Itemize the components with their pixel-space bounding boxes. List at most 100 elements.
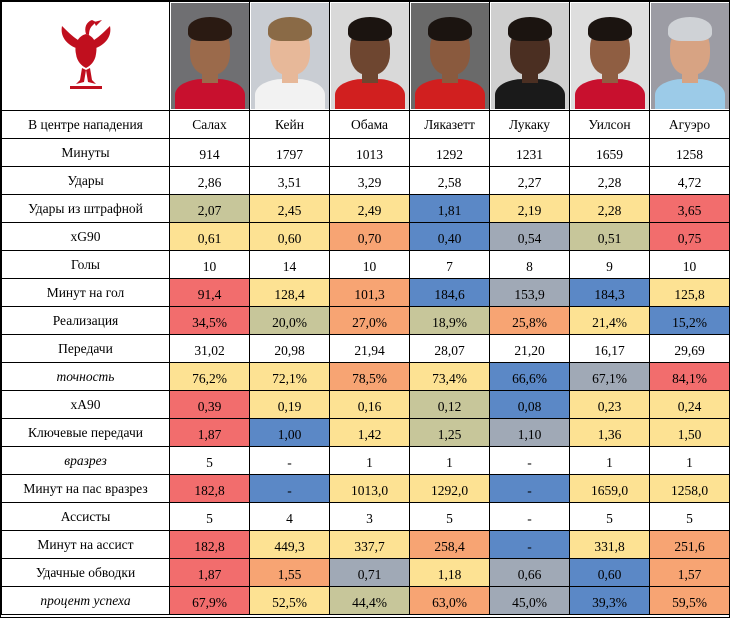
value-cell: 914	[169, 138, 250, 167]
value-cell: 1,55	[249, 558, 330, 587]
value-cell: 0,16	[329, 390, 410, 419]
cell-value: 4,72	[677, 174, 702, 190]
player-photo-cell	[329, 1, 410, 111]
value-cell: 16,17	[569, 334, 650, 363]
value-cell: 0,40	[409, 222, 490, 251]
cell-value: 1	[366, 454, 373, 470]
table-row: Реализация 34,5% 20,0% 27,0% 18,9% 25,8% 21,4%…	[1, 306, 730, 335]
value-cell: 21,4%	[569, 306, 650, 335]
value-cell: 10	[649, 250, 730, 279]
table-row: Передачи 31,02 20,98 21,94 28,07 21,20 16,17 29…	[1, 334, 730, 363]
cell-value: 1292	[436, 146, 463, 162]
value-cell: 0,60	[249, 222, 330, 251]
cell-value: 16,17	[594, 342, 625, 358]
cell-value: 1,87	[197, 566, 222, 582]
cell-value: 1659,0	[590, 482, 629, 498]
value-cell: 2,28	[569, 166, 650, 195]
cell-value: 2,07	[197, 202, 222, 218]
cell-value: 449,3	[274, 538, 305, 554]
table-row: Удары 2,86 3,51 3,29 2,58 2,27 2,28 4,72	[1, 166, 730, 195]
value-cell: 3	[329, 502, 410, 531]
metric-label: точность	[1, 362, 170, 391]
cell-value: 15,2%	[672, 314, 707, 330]
cell-value: 0,54	[517, 230, 542, 246]
cell-value: -	[527, 482, 532, 498]
value-cell: 21,20	[489, 334, 570, 363]
cell-value: 1,57	[677, 566, 702, 582]
cell-value: 2,58	[437, 174, 462, 190]
value-cell: 0,60	[569, 558, 650, 587]
cell-value: 72,1%	[272, 370, 307, 386]
value-cell: 20,98	[249, 334, 330, 363]
cell-value: 251,6	[674, 538, 705, 554]
value-cell: 9	[569, 250, 650, 279]
player-hair	[667, 17, 712, 41]
player-photo	[570, 3, 649, 109]
cell-value: 67,1%	[592, 370, 627, 386]
value-cell: 1	[409, 446, 490, 475]
player-photo-cell	[249, 1, 330, 111]
value-cell: 1231	[489, 138, 570, 167]
value-cell: 3,51	[249, 166, 330, 195]
value-cell: 5	[649, 502, 730, 531]
player-shirt	[254, 79, 325, 109]
cell-value: 331,8	[594, 538, 625, 554]
cell-value: 1292,0	[430, 482, 469, 498]
cell-value: 1659	[596, 146, 623, 162]
cell-value: 73,4%	[432, 370, 467, 386]
value-cell: 128,4	[249, 278, 330, 307]
cell-value: 1,25	[437, 426, 462, 442]
cell-value: 10	[202, 258, 217, 274]
value-cell: -	[489, 502, 570, 531]
cell-value: 337,7	[354, 538, 385, 554]
table-row: Минут на гол 91,4 128,4 101,3 184,6 153,9 184,…	[1, 278, 730, 307]
cell-value: 66,6%	[512, 370, 547, 386]
value-cell: 10	[169, 250, 250, 279]
table-row: процент успеха 67,9% 52,5% 44,4% 63,0% 45,0% 3…	[1, 586, 730, 615]
value-cell: 0,23	[569, 390, 650, 419]
liverbird-icon	[61, 20, 110, 89]
value-cell: 1,18	[409, 558, 490, 587]
value-cell: 0,51	[569, 222, 650, 251]
player-shirt	[574, 79, 645, 109]
value-cell: 1,42	[329, 418, 410, 447]
cell-value: 34,5%	[192, 314, 227, 330]
value-cell: 125,8	[649, 278, 730, 307]
cell-value: 0,61	[197, 230, 222, 246]
cell-value: 14	[282, 258, 297, 274]
cell-value: 10	[362, 258, 377, 274]
table-row: Минут на пас вразрез 182,8 - 1013,0 1292,0 - 1…	[1, 474, 730, 503]
table-row: xG90 0,61 0,60 0,70 0,40 0,54 0,51 0,75	[1, 222, 730, 251]
value-cell: 3,29	[329, 166, 410, 195]
cell-value: 21,94	[354, 342, 385, 358]
cell-value: 21,4%	[592, 314, 627, 330]
cell-value: 1,36	[597, 426, 622, 442]
value-cell: 76,2%	[169, 362, 250, 391]
cell-value: 0,51	[597, 230, 622, 246]
cell-value: 39,3%	[592, 594, 627, 610]
cell-value: 0,08	[517, 398, 542, 414]
metric-label: Удары из штрафной	[1, 194, 170, 223]
player-photo-cell	[169, 1, 250, 111]
value-cell: 67,9%	[169, 586, 250, 615]
player-shirt	[494, 79, 565, 109]
cell-value: 125,8	[674, 286, 705, 302]
value-cell: 52,5%	[249, 586, 330, 615]
player-name: Агуэро	[649, 110, 730, 139]
value-cell: 7	[409, 250, 490, 279]
value-cell: 0,66	[489, 558, 570, 587]
value-cell: 101,3	[329, 278, 410, 307]
metric-label: xA90	[1, 390, 170, 419]
cell-value: 1231	[516, 146, 543, 162]
cell-value: -	[287, 454, 292, 470]
cell-value: 31,02	[194, 342, 225, 358]
cell-value: 59,5%	[672, 594, 707, 610]
cell-value: 2,27	[517, 174, 542, 190]
value-cell: 2,58	[409, 166, 490, 195]
cell-value: 2,28	[597, 174, 622, 190]
player-hair	[347, 17, 392, 41]
cell-value: 0,39	[197, 398, 222, 414]
metric-label: Ассисты	[1, 502, 170, 531]
cell-value: 76,2%	[192, 370, 227, 386]
